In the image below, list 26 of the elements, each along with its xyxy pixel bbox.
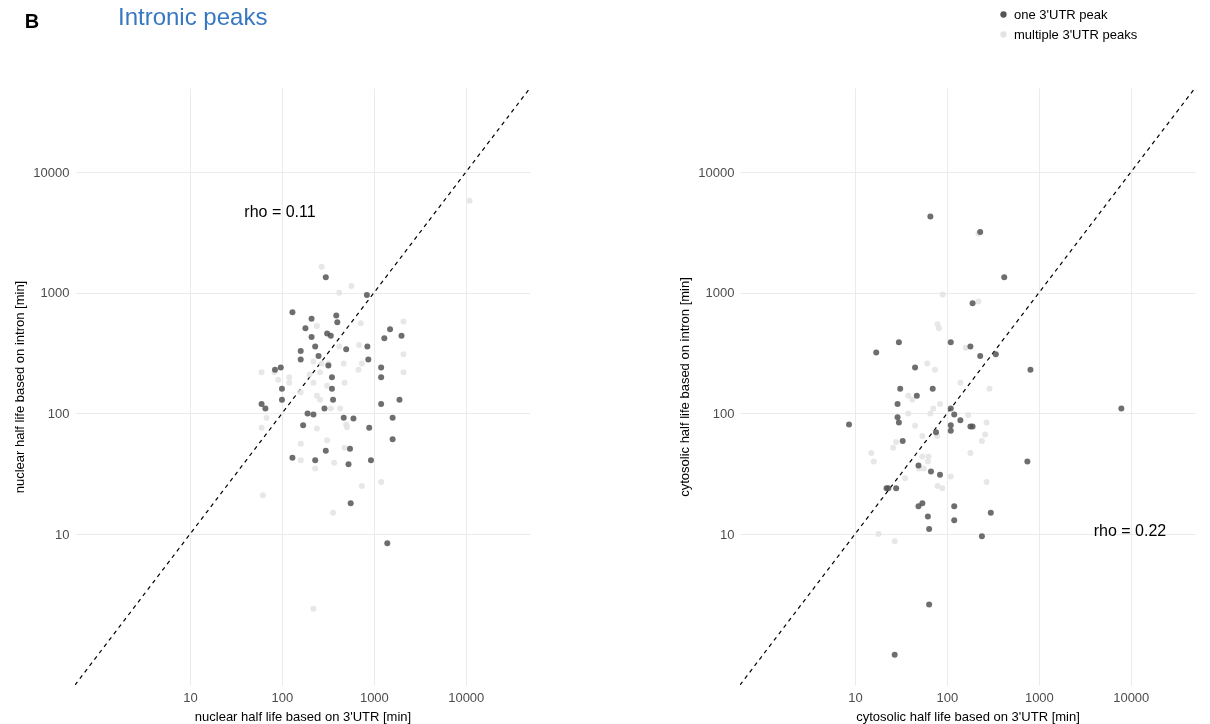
x-tick-label: 10 [848,689,863,705]
x-tick-label: 10000 [448,689,485,705]
x-tick-label: 1000 [359,689,389,705]
y-axis-title: nuclear half life based on intron [min] [12,280,28,494]
y-tick-label: 10000 [698,164,735,180]
x-tick-label: 100 [936,689,959,705]
annotation: rho = 0.22 [1093,522,1167,539]
text: B [24,10,40,32]
y-tick-label: 10000 [33,164,70,180]
y-tick-label: 100 [712,405,735,421]
y-tick-label: 10 [720,526,735,542]
y-axis-title: cytosolic half life based on intron [min] [677,277,693,497]
x-tick-label: 10000 [1113,689,1150,705]
y-tick-label: 100 [47,405,70,421]
x-tick-label: 100 [271,689,294,705]
annotation: rho = 0.11 [244,203,316,220]
x-tick-label: 1000 [1024,689,1054,705]
legend-label: one 3'UTR peak [1014,6,1109,22]
y-tick-label: 10 [55,526,70,542]
x-axis-title: nuclear half life based on 3'UTR [min] [194,708,412,724]
x-tick-label: 10 [183,689,198,705]
y-tick-label: 1000 [40,285,70,301]
chart-title: Intronic peaks [118,3,268,30]
legend-label: multiple 3'UTR peaks [1014,26,1138,42]
y-tick-label: 1000 [705,285,735,301]
x-axis-title: cytosolic half life based on 3'UTR [min] [856,708,1080,724]
